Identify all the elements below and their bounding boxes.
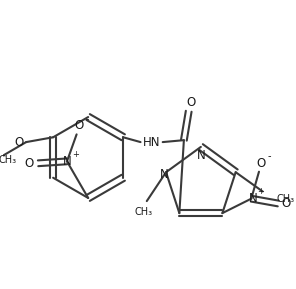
Text: CH₃: CH₃ (0, 155, 16, 165)
Text: O: O (15, 136, 24, 149)
Text: O: O (186, 96, 195, 109)
Text: O: O (25, 157, 34, 170)
Text: O: O (74, 119, 83, 132)
Text: HN: HN (143, 136, 161, 149)
Text: CH₃: CH₃ (276, 194, 294, 204)
Text: N: N (249, 192, 258, 205)
Text: -: - (268, 151, 271, 161)
Text: N: N (160, 168, 168, 181)
Text: O: O (256, 157, 266, 170)
Text: N: N (197, 149, 205, 162)
Text: CH₃: CH₃ (135, 207, 153, 217)
Text: O: O (281, 197, 291, 210)
Text: +: + (258, 188, 264, 197)
Text: N: N (62, 155, 71, 168)
Text: +: + (72, 150, 79, 159)
Text: -: - (86, 114, 89, 124)
